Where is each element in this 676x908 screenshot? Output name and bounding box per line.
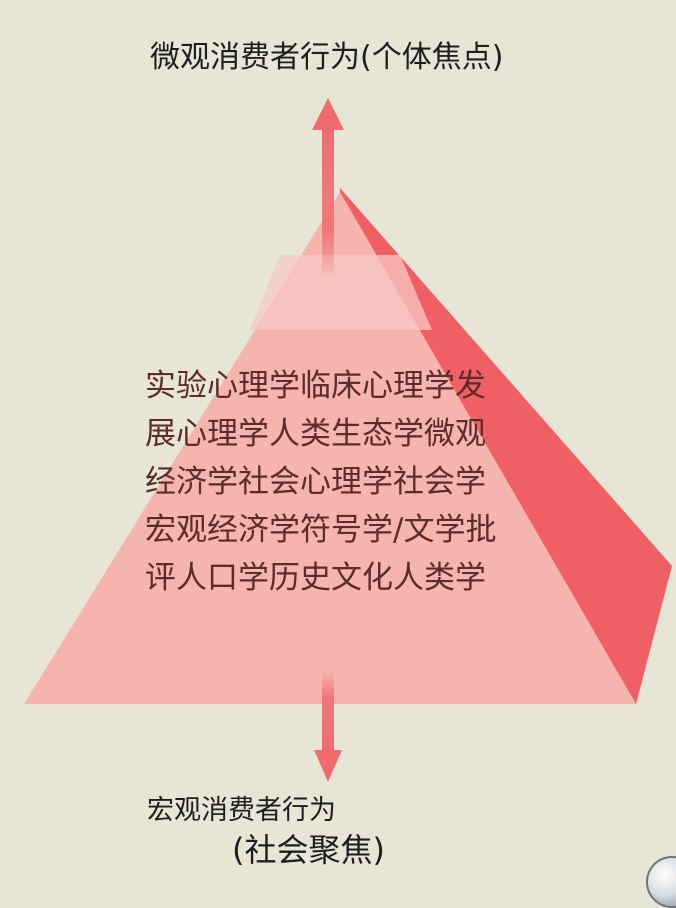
disciplines-line-2: 展心理学人类生态学微观: [145, 416, 486, 452]
pyramid-diagram: 微观消费者行为(个体焦点) 实验心理学临床心理学发 展心理学人类生态学微观 经济…: [24, 40, 676, 908]
downward-arrow: [314, 670, 342, 782]
disciplines-line-4: 宏观经济学符号学/文学批: [145, 512, 497, 548]
upward-arrow: [312, 98, 344, 278]
macro-consumer-behavior-label: 宏观消费者行为: [147, 795, 336, 826]
social-focus-label: (社会聚焦): [232, 831, 385, 869]
disciplines-line-1: 实验心理学临床心理学发: [145, 368, 486, 404]
pyramid-graphic: [24, 98, 672, 782]
disciplines-list: 实验心理学临床心理学发 展心理学人类生态学微观 经济学社会心理学社会学 宏观经济…: [145, 362, 525, 602]
micro-consumer-behavior-label: 微观消费者行为(个体焦点): [150, 40, 504, 75]
disciplines-line-3: 经济学社会心理学社会学: [145, 464, 486, 500]
disciplines-line-5: 评人口学历史文化人类学: [145, 560, 486, 596]
pyramid-front-face: [24, 192, 636, 704]
pyramid-blur-band: [250, 255, 432, 330]
